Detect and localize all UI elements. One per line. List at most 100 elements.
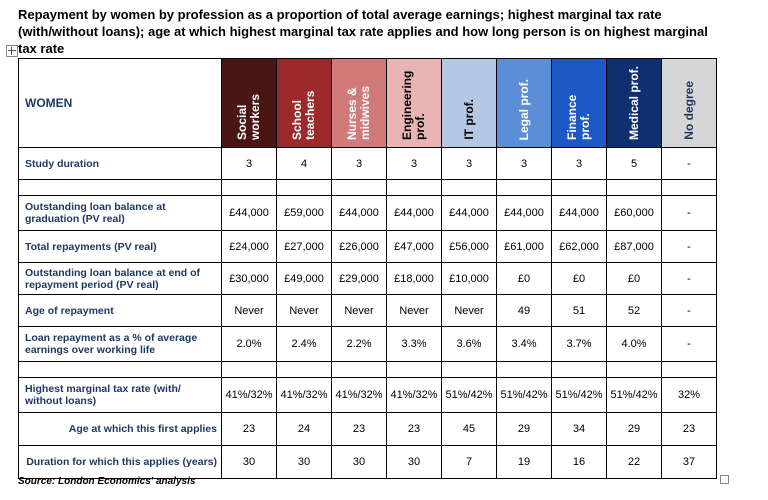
table-cell: 34 xyxy=(551,412,607,446)
table-cell: £44,000 xyxy=(551,195,607,231)
table-cell: £0 xyxy=(551,262,607,295)
column-header: Finance prof. xyxy=(551,58,607,148)
table-cell xyxy=(496,361,552,378)
table-row: Total repayments (PV real) £24,000 £27,000… xyxy=(18,230,717,263)
table-row: Duration for which this applies (years) 3… xyxy=(18,445,717,479)
table-row: Age of repayment Never Never Never Never Neve… xyxy=(18,294,717,327)
row-label: Age of repayment xyxy=(18,294,222,327)
row-label xyxy=(18,361,222,378)
table-cell: Never xyxy=(386,294,442,327)
table-cell: 51 xyxy=(551,294,607,327)
column-header-label: Engineering prof. xyxy=(400,70,427,140)
table-cell: 29 xyxy=(496,412,552,446)
table-cell: - xyxy=(661,147,717,180)
table-cell: 3.3% xyxy=(386,326,442,362)
table-cell: £18,000 xyxy=(386,262,442,295)
table-title: Repayment by women by profession as a pr… xyxy=(18,7,708,56)
table-cell: 30 xyxy=(386,445,442,479)
table-cell: 23 xyxy=(221,412,277,446)
table-cell: 29 xyxy=(606,412,662,446)
row-label: Total repayments (PV real) xyxy=(18,230,222,263)
column-header: School teachers xyxy=(276,58,332,148)
table-cell: Never xyxy=(276,294,332,327)
table-cell: £47,000 xyxy=(386,230,442,263)
table-cell: 32% xyxy=(661,377,717,413)
table-cell: £61,000 xyxy=(496,230,552,263)
table-cell: £26,000 xyxy=(331,230,387,263)
table-cell: 41%/32% xyxy=(221,377,277,413)
table-cell: £87,000 xyxy=(606,230,662,263)
table-cell: £60,000 xyxy=(606,195,662,231)
table-move-handle-icon[interactable] xyxy=(6,45,18,57)
table-cell: 2.2% xyxy=(331,326,387,362)
table-cell: 19 xyxy=(496,445,552,479)
table-cell xyxy=(276,361,332,378)
table-cell: £56,000 xyxy=(441,230,497,263)
table-cell xyxy=(496,179,552,196)
column-header-label: No degree xyxy=(681,81,696,140)
row-label xyxy=(18,179,222,196)
table-cell: - xyxy=(661,294,717,327)
table-cell: 52 xyxy=(606,294,662,327)
table-cell: 16 xyxy=(551,445,607,479)
table-cell: 23 xyxy=(331,412,387,446)
row-label: Study duration xyxy=(18,147,222,180)
table-cell: 49 xyxy=(496,294,552,327)
row-label: Highest marginal tax rate (with/ without… xyxy=(18,377,222,413)
table-cell: £44,000 xyxy=(496,195,552,231)
table-row: Highest marginal tax rate (with/ without… xyxy=(18,377,717,413)
column-header-label: Nurses & midwives xyxy=(345,85,372,140)
source-note: Source: London Economics' analysis xyxy=(18,476,196,487)
table-cell: - xyxy=(661,195,717,231)
table-cell: £30,000 xyxy=(221,262,277,295)
table-cell: 23 xyxy=(661,412,717,446)
column-header-label: Social workers xyxy=(235,93,262,140)
table-cell: Never xyxy=(441,294,497,327)
table-row: Outstanding loan balance at end of repay… xyxy=(18,262,717,295)
table-row xyxy=(18,179,717,196)
table-cell: Never xyxy=(331,294,387,327)
table-cell: 7 xyxy=(441,445,497,479)
column-header: IT prof. xyxy=(441,58,497,148)
table-cell: 3 xyxy=(441,147,497,180)
table-cell: 3 xyxy=(551,147,607,180)
table-row xyxy=(18,361,717,378)
table-body: Study duration 3 4 3 3 3 3 3 5- Outstanding loan … xyxy=(18,147,717,479)
column-header: Legal prof. xyxy=(496,58,552,148)
table-cell xyxy=(606,179,662,196)
table-cell xyxy=(551,179,607,196)
table-cell: £0 xyxy=(496,262,552,295)
repayment-table: WOMEN Social workers School teachers Nurse… xyxy=(18,58,717,479)
women-header: WOMEN xyxy=(18,58,222,148)
table-cell: 2.0% xyxy=(221,326,277,362)
table-cell: 3.7% xyxy=(551,326,607,362)
table-cell xyxy=(276,179,332,196)
table-cell: 4.0% xyxy=(606,326,662,362)
table-cell: 37 xyxy=(661,445,717,479)
header-row: WOMEN Social workers School teachers Nurse… xyxy=(18,58,717,148)
table-cell xyxy=(221,361,277,378)
table-cell: 51%/42% xyxy=(441,377,497,413)
table-cell xyxy=(551,361,607,378)
table-cell: £10,000 xyxy=(441,262,497,295)
table-cell: 41%/32% xyxy=(331,377,387,413)
table-cell: 41%/32% xyxy=(386,377,442,413)
table-cell: 3 xyxy=(386,147,442,180)
table-cell: 51%/42% xyxy=(606,377,662,413)
row-label: Duration for which this applies (years) xyxy=(18,445,222,479)
table-row: Outstanding loan balance at graduation (… xyxy=(18,195,717,231)
row-label: Outstanding loan balance at graduation (… xyxy=(18,195,222,231)
table-cell: £24,000 xyxy=(221,230,277,263)
table-cell: £0 xyxy=(606,262,662,295)
table-resize-handle-icon[interactable] xyxy=(720,475,729,484)
table-cell: - xyxy=(661,326,717,362)
table-cell: £44,000 xyxy=(386,195,442,231)
column-header-label: Legal prof. xyxy=(516,78,531,140)
table-cell: 51%/42% xyxy=(551,377,607,413)
table-cell: 3 xyxy=(221,147,277,180)
table-cell: £62,000 xyxy=(551,230,607,263)
column-header-label: School teachers xyxy=(290,90,317,140)
column-header-label: Finance prof. xyxy=(565,94,592,140)
table-cell: £59,000 xyxy=(276,195,332,231)
table-cell: 4 xyxy=(276,147,332,180)
